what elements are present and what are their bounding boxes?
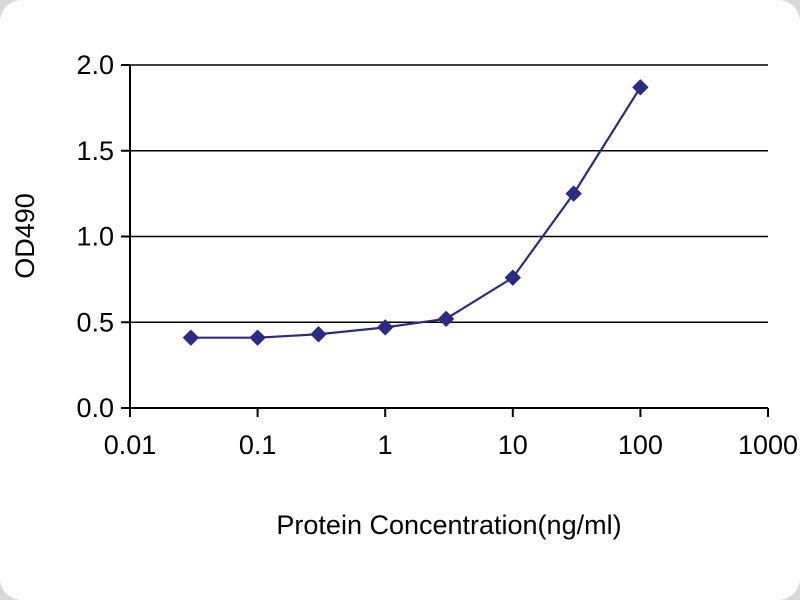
y-axis-title: OD490: [10, 193, 40, 279]
data-point-marker: [310, 326, 327, 343]
x-tick-label: 100: [618, 430, 663, 460]
data-point-marker: [249, 329, 266, 346]
x-tick-label: 1: [378, 430, 393, 460]
x-axis-title: Protein Concentration(ng/ml): [276, 510, 621, 540]
y-tick-label: 1.0: [76, 222, 114, 252]
data-point-marker: [182, 329, 200, 346]
y-tick-label: 1.5: [76, 136, 114, 166]
x-tick-label: 1000: [738, 430, 798, 460]
plot-area: 0.0 0.5 1.0 1.5 2.0 0.01 0.1 1 10 100 1000: [76, 50, 798, 460]
x-tick-label: 0.1: [239, 430, 277, 460]
data-point-marker: [376, 319, 394, 336]
data-point-marker: [504, 269, 522, 286]
y-tick-label: 2.0: [76, 50, 114, 80]
y-tick-label: 0.0: [76, 393, 114, 423]
data-point-marker: [632, 79, 649, 96]
data-point-marker: [565, 185, 582, 202]
y-tick-label: 0.5: [76, 307, 114, 337]
data-point-marker: [437, 310, 455, 328]
series-line: [190, 86, 642, 339]
x-tick-label: 10: [498, 430, 528, 460]
x-tick-label: 0.01: [104, 430, 157, 460]
